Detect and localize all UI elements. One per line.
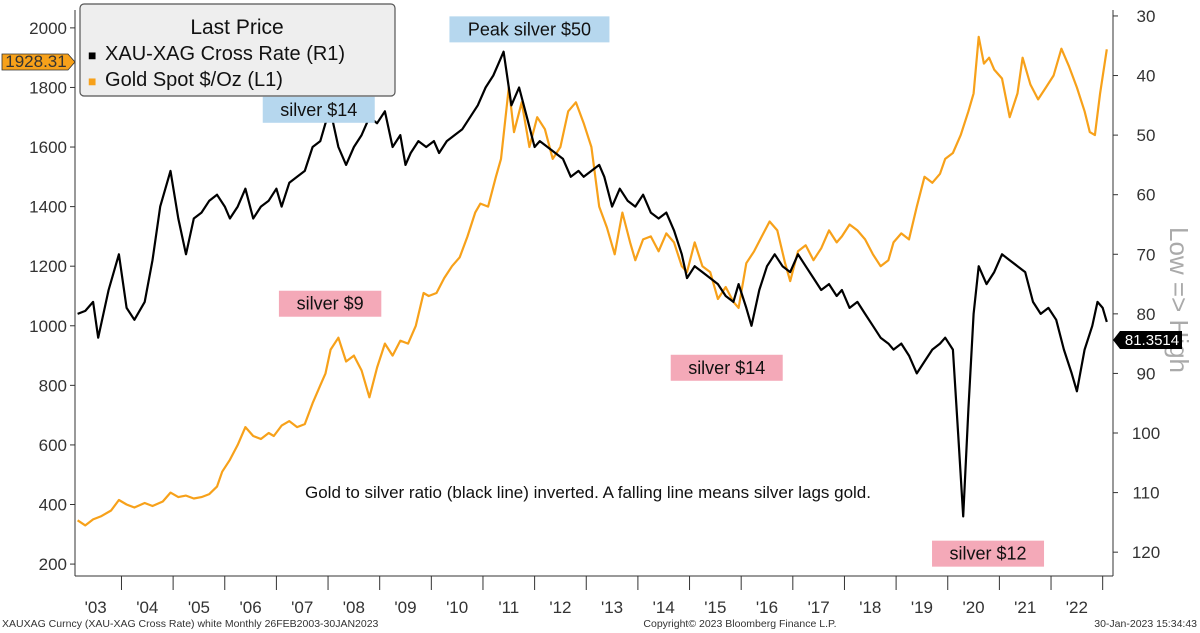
legend-gold-marker: ■	[88, 73, 96, 89]
left-tick-label: 800	[39, 376, 67, 395]
legend-ratio-marker: ■	[88, 47, 96, 63]
x-tick-label: '11	[498, 598, 519, 617]
last-value-gold-bg	[1, 53, 76, 71]
last-value-ratio: 81.3514	[1125, 332, 1179, 349]
left-tick-label: 600	[39, 436, 67, 455]
annotation-label: silver $9	[297, 294, 364, 314]
x-tick-label: '22	[1066, 598, 1088, 617]
x-tick-label: '18	[859, 598, 881, 617]
annotation-label: silver $14	[280, 100, 357, 120]
series-layer	[76, 35, 1108, 527]
annotation-box	[932, 540, 1045, 567]
last-value-ratio-bg	[1113, 331, 1182, 349]
x-tick-label: '04	[136, 598, 158, 617]
footer-left: XAUXAG Curncy (XAU-XAG Cross Rate) white…	[2, 618, 379, 630]
right-tick-label: 80	[1137, 305, 1156, 324]
left-tick-label: 200	[39, 555, 67, 574]
annotation-label: silver $14	[688, 358, 765, 378]
legend-box	[79, 3, 396, 97]
annotations: silver $14 Peak silver $50 silver $9 silver…	[262, 16, 1045, 567]
x-tick-label: '19	[911, 598, 933, 617]
right-tick-label: 30	[1137, 7, 1156, 26]
series-line-ratio	[77, 50, 1108, 518]
series-line-gold	[76, 35, 1108, 527]
footer-center: Copyright© 2023 Bloomberg Finance L.P.	[643, 618, 836, 630]
left-tick-label: 1600	[29, 138, 67, 157]
left-axis-ticks: 200 400 600 800 1000 1200 1400 1600 1800 2000	[29, 19, 75, 574]
last-value-ratio-tag: 81.3514	[1113, 331, 1182, 349]
left-tick-label: 1200	[29, 257, 67, 276]
legend-title: Last Price	[190, 16, 283, 39]
x-tick-label: '17	[808, 598, 830, 617]
right-tick-label: 40	[1137, 67, 1156, 86]
x-tick-label: '14	[653, 598, 675, 617]
annotation-box	[262, 96, 375, 123]
right-tick-label: 50	[1137, 126, 1156, 145]
right-axis-ticks: 30 40 50 60 70 80 90 100 110 120	[1113, 7, 1160, 562]
x-tick-label: '09	[394, 598, 416, 617]
legend-gold-label: Gold Spot $/Oz (L1)	[105, 69, 283, 91]
right-tick-label: 70	[1137, 245, 1156, 264]
x-tick-label: '15	[704, 598, 726, 617]
annotation-box	[278, 290, 382, 317]
legend: Last Price ■ XAU-XAG Cross Rate (R1) ■ G…	[79, 3, 396, 97]
footer-right: 30-Jan-2023 15:34:43	[1094, 618, 1197, 630]
x-tick-label: '16	[756, 598, 778, 617]
legend-ratio-label: XAU-XAG Cross Rate (R1)	[105, 43, 345, 65]
x-tick-label: '20	[962, 598, 984, 617]
annotation-box	[449, 16, 610, 43]
right-tick-label: 120	[1132, 543, 1160, 562]
right-axis-side-label: Low => High	[1164, 227, 1194, 373]
x-tick-label: '10	[446, 598, 468, 617]
legend-item-gold: ■ Gold Spot $/Oz (L1)	[88, 69, 283, 91]
x-tick-label: '12	[549, 598, 571, 617]
right-tick-label: 60	[1137, 186, 1156, 205]
last-value-gold: 1928.31	[5, 52, 66, 71]
annotation-label: Peak silver $50	[468, 19, 591, 39]
legend-item-ratio: ■ XAU-XAG Cross Rate (R1)	[88, 43, 345, 65]
right-tick-label: 110	[1132, 484, 1159, 503]
left-tick-label: 2000	[29, 19, 67, 38]
x-tick-label: '05	[188, 598, 210, 617]
x-tick-label: '07	[291, 598, 313, 617]
last-value-gold-tag: 1928.31	[1, 52, 76, 71]
x-tick-label: '06	[240, 598, 262, 617]
x-tick-label: '03	[85, 598, 107, 617]
chart-note: Gold to silver ratio (black line) invert…	[305, 483, 871, 502]
right-tick-label: 100	[1132, 424, 1160, 443]
x-axis-ticks: '03 '04 '05 '06 '07 '08 '09 '10 '11 '12 '13 '14 '15 '…	[85, 576, 1104, 617]
left-tick-label: 1800	[29, 78, 67, 97]
x-tick-label: '08	[343, 598, 365, 617]
left-tick-label: 1400	[29, 198, 67, 217]
left-tick-label: 400	[39, 496, 67, 515]
right-tick-label: 90	[1137, 364, 1156, 383]
annotation-label: silver $12	[950, 544, 1027, 564]
x-tick-label: '13	[601, 598, 623, 617]
left-tick-label: 1000	[29, 317, 67, 336]
x-tick-label: '21	[1014, 598, 1036, 617]
annotation-box	[670, 354, 783, 381]
